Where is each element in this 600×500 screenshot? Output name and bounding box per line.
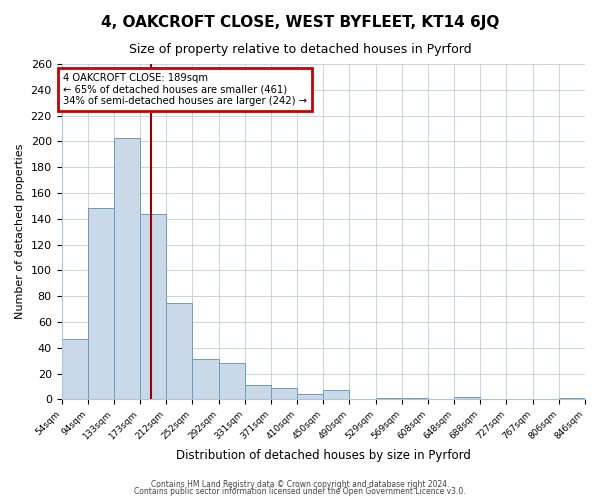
Bar: [218, 363, 245, 400]
Bar: [323, 390, 349, 400]
Bar: [114, 138, 140, 400]
Bar: [166, 302, 193, 400]
Bar: [62, 338, 88, 400]
X-axis label: Distribution of detached houses by size in Pyrford: Distribution of detached houses by size …: [176, 450, 471, 462]
Bar: [297, 394, 323, 400]
Bar: [271, 388, 297, 400]
Text: 4, OAKCROFT CLOSE, WEST BYFLEET, KT14 6JQ: 4, OAKCROFT CLOSE, WEST BYFLEET, KT14 6J…: [101, 15, 499, 30]
Y-axis label: Number of detached properties: Number of detached properties: [15, 144, 25, 320]
Bar: [376, 398, 402, 400]
Bar: [559, 398, 585, 400]
Bar: [402, 398, 428, 400]
Bar: [245, 385, 271, 400]
Bar: [88, 208, 114, 400]
Bar: [140, 214, 166, 400]
Text: Contains public sector information licensed under the Open Government Licence v3: Contains public sector information licen…: [134, 487, 466, 496]
Text: Size of property relative to detached houses in Pyrford: Size of property relative to detached ho…: [128, 42, 472, 56]
Text: 4 OAKCROFT CLOSE: 189sqm
← 65% of detached houses are smaller (461)
34% of semi-: 4 OAKCROFT CLOSE: 189sqm ← 65% of detach…: [63, 73, 307, 106]
Bar: [454, 397, 481, 400]
Text: Contains HM Land Registry data © Crown copyright and database right 2024.: Contains HM Land Registry data © Crown c…: [151, 480, 449, 489]
Bar: [193, 360, 218, 400]
